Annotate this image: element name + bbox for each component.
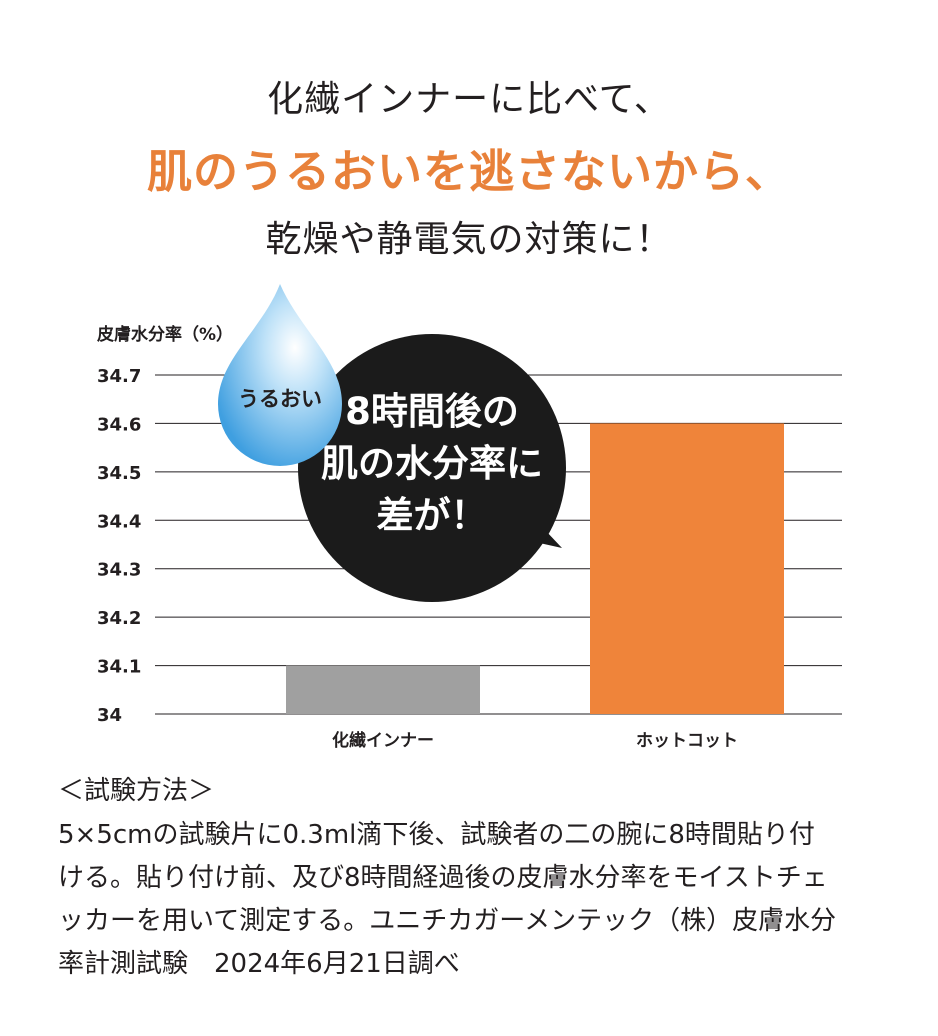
- speech-bubble: 8時間後の 肌の水分率に 差が！: [298, 334, 566, 602]
- water-drop-icon: うるおい: [218, 284, 342, 466]
- y-tick-label: 34: [97, 705, 122, 726]
- bar-synthetic-inner: [286, 665, 480, 714]
- y-tick-label: 34.6: [97, 414, 141, 435]
- speech-bubble-body: [298, 334, 566, 602]
- method-title: ＜試験方法＞: [58, 776, 215, 806]
- headline-line1: 化繊インナーに比べて、: [267, 79, 671, 120]
- moisture-bar-chart: 皮膚水分率（%） 34.734.634.534.434.334.234.134 …: [97, 284, 842, 751]
- x-tick-label: 化繊インナー: [332, 730, 434, 751]
- method-line-4: 率計測試験 2024年6月21日調べ: [58, 949, 460, 979]
- headline-line3: 乾燥や静電気の対策に！: [265, 219, 673, 260]
- method-line-3: ッカーを用いて測定する。ユニチカガーメンテック（株）皮膚水分: [58, 906, 837, 936]
- method-body: 5×5cmの試験片に0.3ml滴下後、試験者の二の腕に8時間貼り付 ける。貼り付…: [58, 814, 898, 986]
- bubble-line-2: 肌の水分率に: [321, 442, 543, 485]
- bubble-line-3: 差が！: [377, 494, 488, 537]
- y-axis-label: 皮膚水分率（%）: [97, 324, 233, 345]
- y-tick-label: 34.2: [97, 608, 141, 629]
- bar-hotcot: [590, 423, 784, 714]
- method-line-2: ける。貼り付け前、及び8時間経過後の皮膚水分率をモイストチェ: [58, 863, 828, 893]
- y-tick-label: 34.5: [97, 463, 141, 484]
- x-tick-label: ホットコット: [636, 731, 738, 751]
- water-drop-shape: [218, 284, 342, 466]
- y-tick-label: 34.4: [97, 511, 141, 532]
- y-tick-label: 34.7: [97, 366, 141, 387]
- bubble-line-1: 8時間後の: [345, 390, 519, 433]
- y-tick-label: 34.3: [97, 560, 141, 581]
- headline-line2: 肌のうるおいを逃さないから、: [146, 145, 791, 198]
- drop-label: うるおい: [238, 387, 322, 411]
- y-tick-label: 34.1: [97, 657, 141, 678]
- method-line-1: 5×5cmの試験片に0.3ml滴下後、試験者の二の腕に8時間貼り付: [58, 820, 815, 850]
